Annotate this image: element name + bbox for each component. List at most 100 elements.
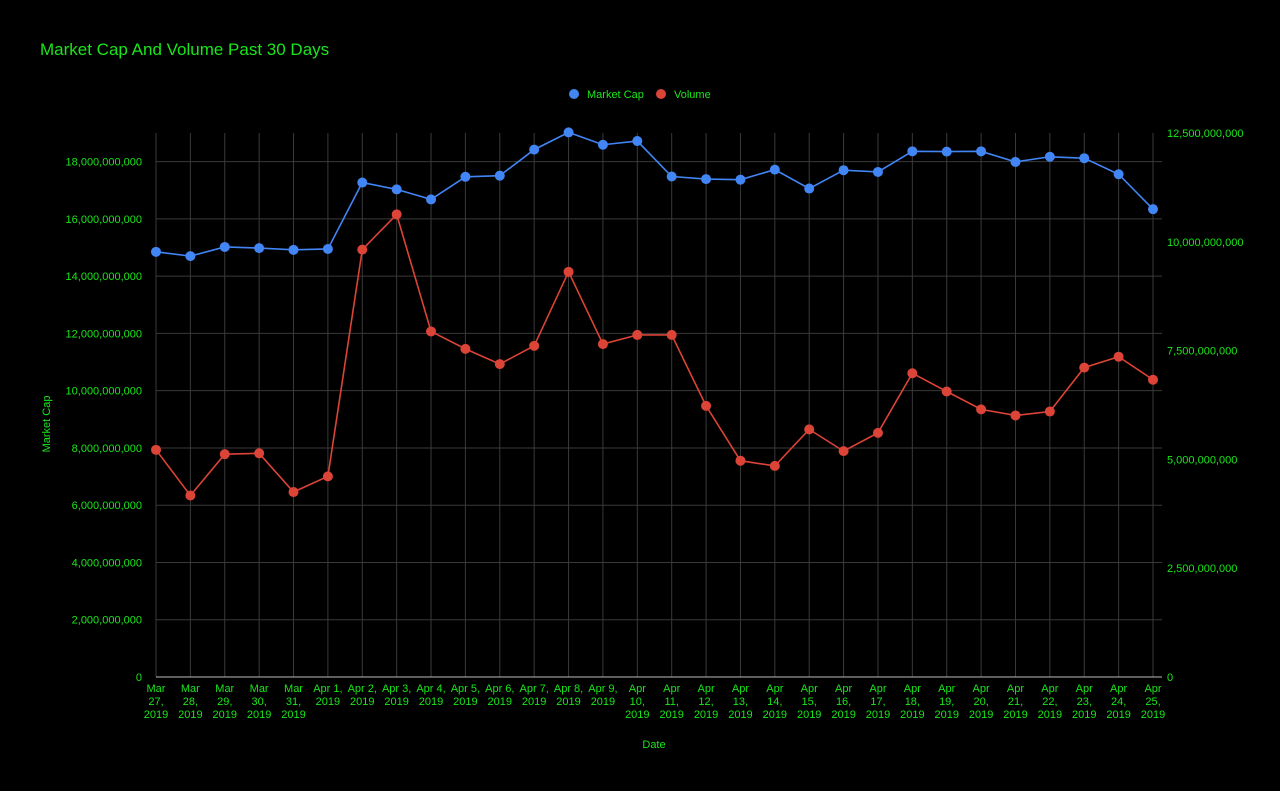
y-tick-label-left: 12,000,000,000	[66, 328, 142, 340]
market-cap-data-point	[632, 136, 643, 147]
x-tick-label: 2019	[797, 709, 821, 721]
x-tick-label: 2019	[831, 709, 855, 721]
volume-data-point	[838, 446, 849, 457]
y-axis-title: Market Cap	[41, 396, 53, 453]
x-tick-label: 2019	[659, 709, 683, 721]
y-tick-label-left: 0	[136, 672, 142, 684]
market-cap-data-point	[151, 246, 161, 257]
volume-data-point	[1010, 410, 1021, 421]
market-cap-data-point	[254, 243, 265, 254]
x-tick-label: Mar	[215, 683, 234, 695]
volume-data-point	[1044, 406, 1055, 417]
x-tick-label: 2019	[247, 709, 271, 721]
market-cap-data-point	[941, 146, 952, 157]
market-cap-data-point	[494, 170, 505, 181]
market-cap-data-point	[769, 164, 780, 175]
market-cap-data-point	[391, 184, 402, 195]
market-cap-data-point	[288, 244, 299, 255]
x-tick-label: 2019	[453, 696, 477, 708]
x-tick-label: Apr 4,	[416, 683, 445, 695]
y-tick-label-left: 10,000,000,000	[66, 386, 142, 398]
y-tick-label-left: 8,000,000,000	[72, 443, 142, 455]
x-tick-label: Apr	[869, 683, 886, 695]
volume-data-point	[632, 329, 643, 340]
x-tick-label: Apr	[973, 683, 990, 695]
x-tick-label: 2019	[728, 709, 752, 721]
market-cap-data-point	[563, 127, 574, 138]
x-tick-label: 11,	[664, 696, 678, 708]
volume-data-point	[1113, 351, 1124, 362]
y-tick-label-left: 6,000,000,000	[72, 500, 142, 512]
market-cap-data-point	[426, 194, 437, 205]
y-tick-label-right: 5,000,000,000	[1167, 454, 1237, 466]
x-tick-label: Apr	[801, 683, 818, 695]
market-cap-data-point	[460, 171, 471, 182]
x-tick-label: Apr	[698, 683, 715, 695]
volume-data-point	[1079, 362, 1090, 373]
volume-data-point	[322, 471, 333, 482]
market-cap-data-point	[804, 183, 815, 194]
legend-marker-volume	[656, 89, 666, 99]
volume-data-point	[391, 209, 402, 220]
y-tick-label-right: 2,500,000,000	[1167, 563, 1237, 575]
x-tick-label: 2019	[556, 696, 580, 708]
market-cap-data-point	[1148, 204, 1158, 215]
x-tick-label: Apr	[904, 683, 921, 695]
x-tick-label: Apr	[938, 683, 955, 695]
x-tick-label: 2019	[1038, 709, 1062, 721]
x-tick-label: Mar	[181, 683, 200, 695]
x-tick-label: Apr	[1144, 683, 1161, 695]
x-tick-label: 15,	[802, 696, 817, 708]
volume-data-point	[666, 329, 677, 340]
market-cap-data-point	[701, 174, 712, 185]
volume-data-point	[872, 427, 883, 438]
y-tick-label-left: 2,000,000,000	[72, 615, 142, 627]
volume-data-point	[494, 359, 505, 370]
legend-label-volume: Volume	[674, 89, 711, 101]
market-cap-data-point	[1079, 153, 1090, 164]
y-tick-label-left: 16,000,000,000	[66, 214, 142, 226]
volume-data-point	[701, 400, 712, 411]
x-tick-label: Apr	[1041, 683, 1058, 695]
x-tick-label: 2019	[350, 696, 374, 708]
market-cap-data-point	[1044, 151, 1055, 162]
y-tick-label-right: 0	[1167, 672, 1173, 684]
x-tick-label: 2019	[316, 696, 340, 708]
market-cap-data-point	[357, 177, 368, 188]
x-tick-label: 2019	[522, 696, 546, 708]
x-tick-label: 22,	[1042, 696, 1057, 708]
volume-data-point	[563, 266, 574, 277]
x-tick-label: Mar	[284, 683, 303, 695]
x-tick-label: 17,	[870, 696, 885, 708]
y-tick-label-left: 4,000,000,000	[72, 557, 142, 569]
volume-series-line	[155, 212, 1154, 497]
market-cap-data-point	[907, 146, 918, 157]
y-tick-label-right: 10,000,000,000	[1167, 237, 1243, 249]
x-tick-label: 2019	[969, 709, 993, 721]
x-tick-label: Mar	[250, 683, 269, 695]
x-tick-label: Apr 2,	[348, 683, 377, 695]
y-tick-label-right: 7,500,000,000	[1167, 346, 1237, 358]
x-tick-label: 14,	[767, 696, 782, 708]
volume-data-point	[357, 244, 368, 255]
x-tick-label: Apr	[835, 683, 852, 695]
x-tick-label: 28,	[183, 696, 198, 708]
x-tick-label: 2019	[1141, 709, 1165, 721]
volume-data-point	[288, 487, 299, 498]
x-tick-label: 16,	[836, 696, 851, 708]
chart-title: Market Cap And Volume Past 30 Days	[40, 40, 330, 59]
volume-data-point	[735, 455, 746, 466]
volume-data-point	[254, 448, 265, 459]
x-tick-label: 20,	[973, 696, 988, 708]
market-cap-data-point	[976, 146, 987, 157]
x-tick-label: 30,	[251, 696, 266, 708]
x-tick-label: 2019	[763, 709, 787, 721]
x-tick-label: 2019	[591, 696, 615, 708]
x-tick-label: Apr 7,	[519, 683, 548, 695]
x-tick-label: 18,	[905, 696, 920, 708]
x-tick-label: 24,	[1111, 696, 1126, 708]
y-tick-label-left: 14,000,000,000	[66, 271, 142, 283]
market-cap-data-point	[838, 165, 849, 176]
